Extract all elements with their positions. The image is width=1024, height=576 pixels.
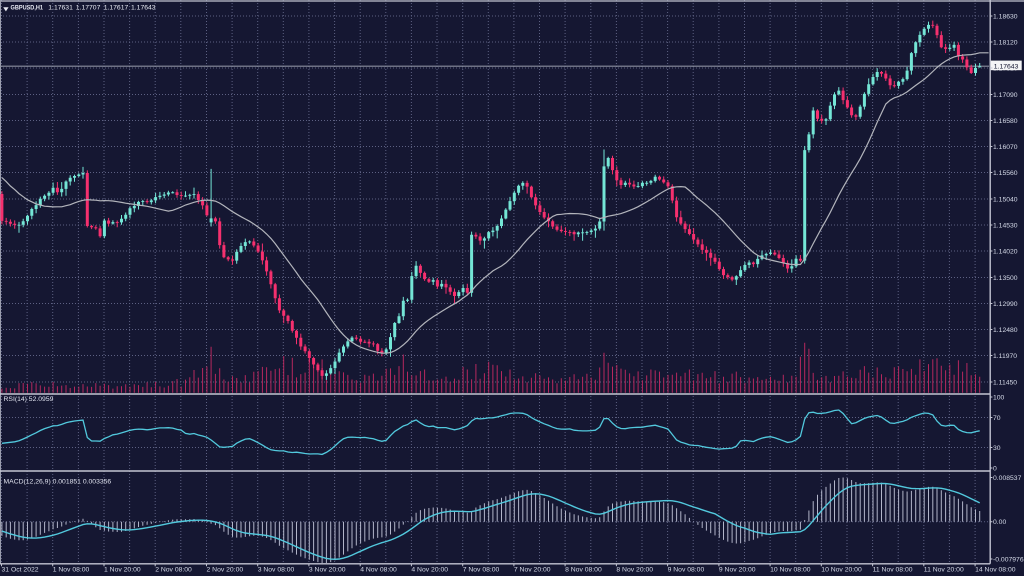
svg-text:1.17617: 1.17617 xyxy=(104,4,129,11)
svg-text:9 Nov 20:00: 9 Nov 20:00 xyxy=(719,567,756,574)
svg-text:10 Nov 20:00: 10 Nov 20:00 xyxy=(821,567,862,574)
svg-text:2 Nov 20:00: 2 Nov 20:00 xyxy=(207,567,244,574)
svg-text:8 Nov 08:00: 8 Nov 08:00 xyxy=(565,567,602,574)
svg-text:1.17643: 1.17643 xyxy=(994,63,1019,70)
svg-text:1.15560: 1.15560 xyxy=(993,170,1018,177)
svg-text:30: 30 xyxy=(993,445,1001,452)
svg-text:3 Nov 08:00: 3 Nov 08:00 xyxy=(258,567,295,574)
svg-text:10 Nov 08:00: 10 Nov 08:00 xyxy=(770,567,811,574)
svg-text:-0.007976: -0.007976 xyxy=(993,556,1024,563)
svg-text:MACD(12,26,9) 0.001851 0.00335: MACD(12,26,9) 0.001851 0.003356 xyxy=(4,478,112,485)
svg-text:7 Nov 20:00: 7 Nov 20:00 xyxy=(514,567,551,574)
svg-text:0.008537: 0.008537 xyxy=(993,475,1022,482)
svg-text:1.18120: 1.18120 xyxy=(993,39,1018,46)
svg-text:14 Nov 08:00: 14 Nov 08:00 xyxy=(975,567,1016,574)
svg-text:31 Oct 2022: 31 Oct 2022 xyxy=(2,567,39,574)
svg-text:4 Nov 20:00: 4 Nov 20:00 xyxy=(411,567,448,574)
svg-text:1 Nov 20:00: 1 Nov 20:00 xyxy=(104,567,141,574)
svg-text:4 Nov 08:00: 4 Nov 08:00 xyxy=(360,567,397,574)
svg-text:11 Nov 08:00: 11 Nov 08:00 xyxy=(873,567,913,574)
svg-text:11 Nov 20:00: 11 Nov 20:00 xyxy=(924,567,964,574)
svg-text:7 Nov 08:00: 7 Nov 08:00 xyxy=(463,567,500,574)
svg-text:1.11450: 1.11450 xyxy=(993,379,1017,386)
svg-text:1.12480: 1.12480 xyxy=(993,327,1018,334)
svg-text:1.12990: 1.12990 xyxy=(993,301,1018,308)
svg-text:1.14020: 1.14020 xyxy=(993,248,1018,255)
svg-text:3 Nov 20:00: 3 Nov 20:00 xyxy=(309,567,346,574)
svg-text:9 Nov 08:00: 9 Nov 08:00 xyxy=(668,567,705,574)
svg-text:1.11970: 1.11970 xyxy=(993,353,1017,360)
svg-text:0: 0 xyxy=(993,465,997,472)
svg-text:1.17631: 1.17631 xyxy=(48,4,73,11)
svg-text:1.14530: 1.14530 xyxy=(993,222,1018,229)
svg-text:1.17707: 1.17707 xyxy=(76,4,101,11)
svg-text:1.15040: 1.15040 xyxy=(993,196,1018,203)
svg-text:1.16580: 1.16580 xyxy=(993,118,1018,125)
svg-text:1.17090: 1.17090 xyxy=(993,92,1018,99)
svg-text:2 Nov 08:00: 2 Nov 08:00 xyxy=(155,567,192,574)
svg-text:RSI(14) 52.0959: RSI(14) 52.0959 xyxy=(4,396,54,403)
svg-text:8 Nov 20:00: 8 Nov 20:00 xyxy=(616,567,653,574)
svg-text:1.17643: 1.17643 xyxy=(131,4,156,11)
svg-text:0.00: 0.00 xyxy=(993,519,1006,526)
svg-text:70: 70 xyxy=(993,415,1001,422)
svg-text:100: 100 xyxy=(993,395,1005,402)
svg-text:1.18630: 1.18630 xyxy=(993,13,1018,20)
svg-text:1 Nov 08:00: 1 Nov 08:00 xyxy=(53,567,90,574)
svg-text:GBPUSD,H1: GBPUSD,H1 xyxy=(11,4,44,11)
svg-text:1.16070: 1.16070 xyxy=(993,144,1018,151)
svg-text:1.13500: 1.13500 xyxy=(993,275,1018,282)
